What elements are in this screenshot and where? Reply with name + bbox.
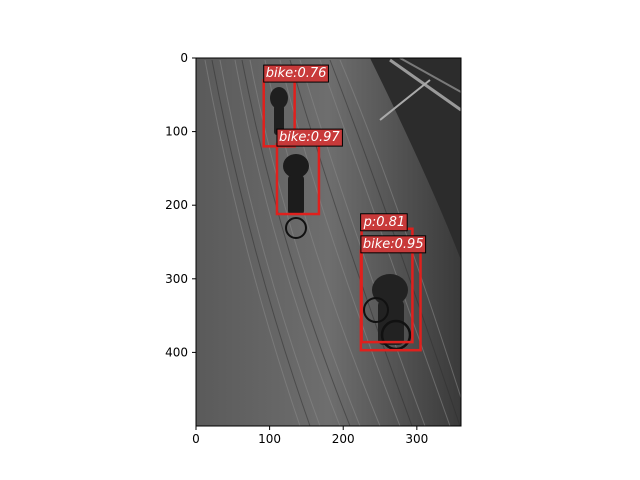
- x-tick-label: 300: [405, 432, 428, 446]
- x-axis: 0 100 200 300: [192, 426, 428, 446]
- detection-label: bike:0.97: [279, 130, 340, 145]
- rider-1: [270, 87, 288, 135]
- detection-label: bike:0.76: [266, 66, 327, 81]
- detection-label-bg: [360, 235, 427, 254]
- detection-label: p:0.81: [363, 215, 406, 230]
- detection-label-bg: [276, 128, 343, 147]
- track-photo: [196, 58, 461, 426]
- x-tick-label: 0: [192, 432, 200, 446]
- y-tick-label: 300: [165, 272, 188, 286]
- y-tick-label: 400: [165, 345, 188, 359]
- y-tick-label: 100: [165, 125, 188, 139]
- y-tick-label: 200: [165, 198, 188, 212]
- detection-label-bg: [263, 64, 329, 83]
- x-tick-label: 200: [332, 432, 355, 446]
- axes-frame: [195, 57, 462, 427]
- detections: bike:0.76 bike:0.97 p:0.81 bike:0.95: [262, 64, 427, 352]
- rider-3: [363, 274, 412, 351]
- y-axis: 0 100 200 300 400: [165, 51, 196, 359]
- y-tick-label: 0: [180, 51, 188, 65]
- rider-2: [283, 154, 309, 239]
- detection-label-bg: [360, 213, 408, 232]
- x-tick-label: 100: [258, 432, 281, 446]
- detection-label: bike:0.95: [363, 237, 424, 252]
